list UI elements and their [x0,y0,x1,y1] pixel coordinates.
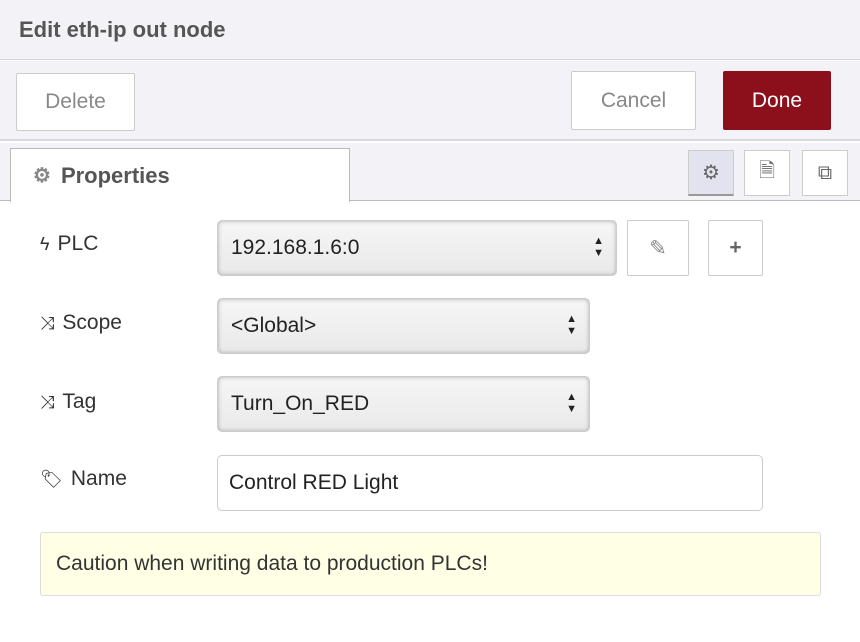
select-value: 192.168.1.6:0 [231,236,360,259]
frame-icon: ⧉ [817,161,833,184]
appearance-tab-button[interactable]: ⧉ [802,150,848,196]
document-icon: 🗎 [758,160,776,182]
shuffle-icon: ⤨ [40,312,55,333]
select-value: <Global> [231,314,317,337]
shuffle-icon: ⤨ [40,391,55,412]
name-input[interactable]: Control RED Light [217,455,763,511]
scope-label: ⤨ Scope [40,311,122,335]
plc-label: ϟ PLC [40,232,98,256]
tag-select[interactable]: Turn_On_RED ▲ ▼ [217,376,590,432]
done-button[interactable]: Done [723,71,831,130]
bolt-icon: ϟ [40,233,50,254]
name-label: 🏷 Name [40,467,127,491]
select-arrows-icon: ▲ ▼ [566,313,577,337]
caution-note: Caution when writing data to production … [40,532,821,596]
plus-icon: + [729,236,742,259]
gear-icon: ⚙ [33,165,51,187]
tab-properties[interactable]: ⚙ Properties [10,148,350,202]
label-text: Name [70,467,127,490]
pencil-icon: ✎ [649,236,667,260]
cancel-button[interactable]: Cancel [571,71,696,130]
plc-select[interactable]: 192.168.1.6:0 ▲ ▼ [217,220,617,276]
select-value: Turn_On_RED [231,392,370,415]
select-arrows-icon: ▲ ▼ [566,391,577,415]
description-tab-button[interactable]: 🗎 [744,150,790,196]
tab-label: Properties [60,162,170,188]
label-text: Scope [62,311,122,334]
delete-button[interactable]: Delete [16,73,135,131]
label-text: PLC [57,232,99,255]
settings-tab-button[interactable]: ⚙ [688,150,734,196]
gear-icon: ⚙ [702,162,720,184]
scope-select[interactable]: <Global> ▲ ▼ [217,298,590,354]
dialog-header: Edit eth-ip out node [0,0,860,60]
tag-label: ⤨ Tag [40,390,96,414]
label-text: Tag [62,390,97,413]
select-arrows-icon: ▲ ▼ [593,235,604,259]
tag-icon: 🏷 [40,468,63,489]
add-plc-button[interactable]: + [708,220,763,276]
dialog-title: Edit eth-ip out node [19,17,226,42]
toolbar: Delete Cancel Done [0,61,860,141]
edit-plc-button[interactable]: ✎ [627,220,689,276]
